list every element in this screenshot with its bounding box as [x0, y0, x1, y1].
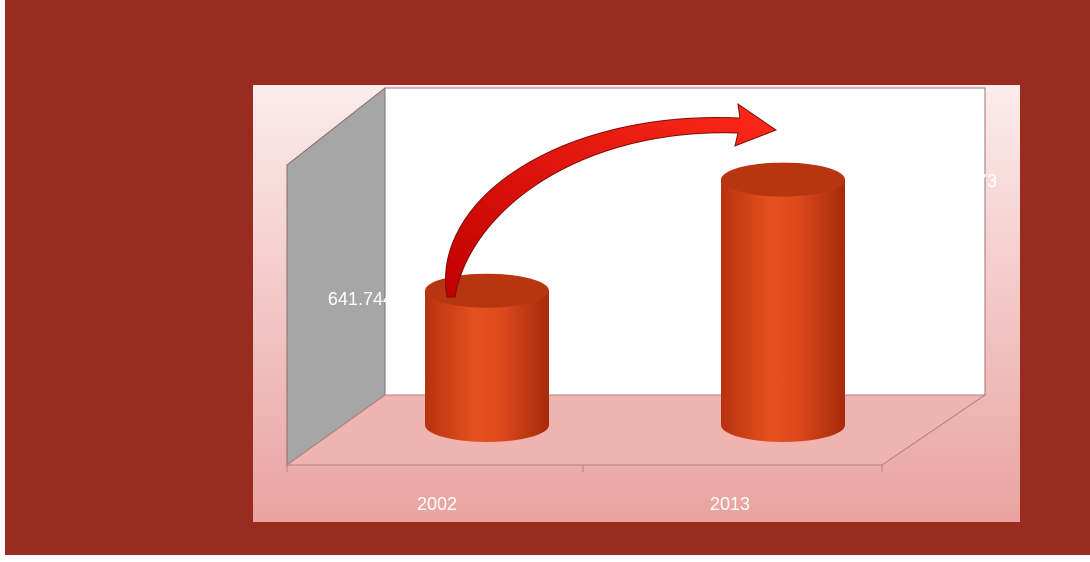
- bottom-edge: [0, 555, 1090, 562]
- cylinder-body: [425, 290, 549, 442]
- data-label: 641.744: [328, 289, 393, 309]
- trend-arrow: [445, 102, 778, 298]
- x-tick-label: 2013: [710, 494, 750, 514]
- data-label: 1173: [958, 171, 997, 191]
- cylinder-top: [721, 162, 845, 197]
- left-edge: [0, 0, 5, 562]
- cylinder: [721, 162, 845, 442]
- cylinder-top: [425, 273, 549, 308]
- cylinder-body: [721, 179, 845, 442]
- x-tick-label: 2002: [417, 494, 457, 514]
- cylinder: [425, 273, 549, 442]
- floor: [285, 394, 987, 466]
